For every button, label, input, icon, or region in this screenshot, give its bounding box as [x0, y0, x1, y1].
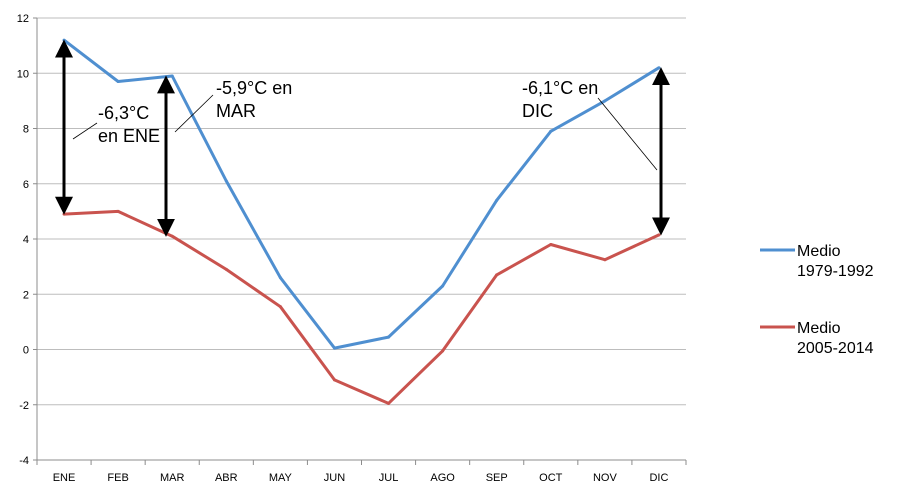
x-tick-label: MAY	[269, 472, 293, 484]
annotation-text: DIC	[522, 101, 553, 121]
data-point	[441, 284, 445, 288]
y-tick-label: 6	[23, 179, 29, 191]
data-point	[278, 305, 282, 309]
data-point	[224, 267, 228, 271]
annotation-text: -6,3°C	[98, 103, 149, 123]
data-point	[116, 80, 120, 84]
data-point	[657, 233, 661, 237]
legend-label: Medio	[797, 320, 841, 337]
x-tick-label: DIC	[649, 472, 668, 484]
y-tick-label: 0	[23, 345, 29, 357]
axes: -4 -2 0 2 4 6 8 10 12 ENE FEB MAR ABR MAY JUN JUL AGO SEP…	[17, 13, 687, 484]
y-tick-label: -2	[19, 400, 29, 412]
data-point	[603, 258, 607, 262]
x-tick-label: JUN	[324, 472, 345, 484]
y-tick-label: 2	[23, 289, 29, 301]
data-point	[603, 99, 607, 103]
x-tick-label: ABR	[215, 472, 238, 484]
data-point	[549, 129, 553, 133]
annotation-leader	[597, 97, 658, 171]
data-point	[441, 349, 445, 353]
series-line-1	[63, 209, 660, 405]
x-tick-label: JUL	[379, 472, 399, 484]
y-tick-label: -4	[19, 455, 29, 467]
data-point	[62, 212, 66, 216]
y-tick-label: 10	[17, 68, 29, 80]
data-point	[549, 243, 553, 247]
data-point	[495, 198, 499, 202]
legend-label: 1979-1992	[797, 263, 874, 280]
legend-label: Medio	[797, 243, 841, 260]
x-tick-label: NOV	[593, 472, 618, 484]
annotation-text: -5,9°C en	[216, 78, 292, 98]
legend: Medio 1979-1992 Medio 2005-2014	[760, 243, 874, 357]
data-point	[224, 179, 228, 183]
data-point	[495, 273, 499, 277]
data-point	[278, 276, 282, 280]
gridlines	[37, 17, 686, 461]
annotation-text: en ENE	[98, 126, 160, 146]
data-point	[332, 346, 336, 350]
annotations: -6,3°C en ENE -5,9°C en MAR -6,1°C en DIC	[55, 39, 670, 237]
data-point	[170, 74, 174, 78]
data-point	[170, 234, 174, 238]
y-tick-label: 12	[17, 13, 29, 25]
y-tick-label: 8	[23, 124, 29, 136]
annotation-leader	[174, 94, 214, 133]
data-point	[387, 401, 391, 405]
data-point	[116, 209, 120, 213]
x-tick-label: ENE	[53, 472, 76, 484]
data-point	[657, 66, 661, 70]
x-tick-label: OCT	[539, 472, 563, 484]
data-point	[387, 335, 391, 339]
x-tick-label: FEB	[107, 472, 128, 484]
x-tick-label: AGO	[430, 472, 455, 484]
x-tick-label: SEP	[486, 472, 508, 484]
annotation-leader	[72, 122, 98, 140]
annotation-text: MAR	[216, 101, 256, 121]
data-point	[62, 38, 66, 42]
y-tick-label: 4	[23, 234, 29, 246]
annotation-text: -6,1°C en	[522, 78, 598, 98]
x-tick-label: MAR	[160, 472, 185, 484]
data-point	[332, 378, 336, 382]
legend-label: 2005-2014	[797, 340, 874, 357]
